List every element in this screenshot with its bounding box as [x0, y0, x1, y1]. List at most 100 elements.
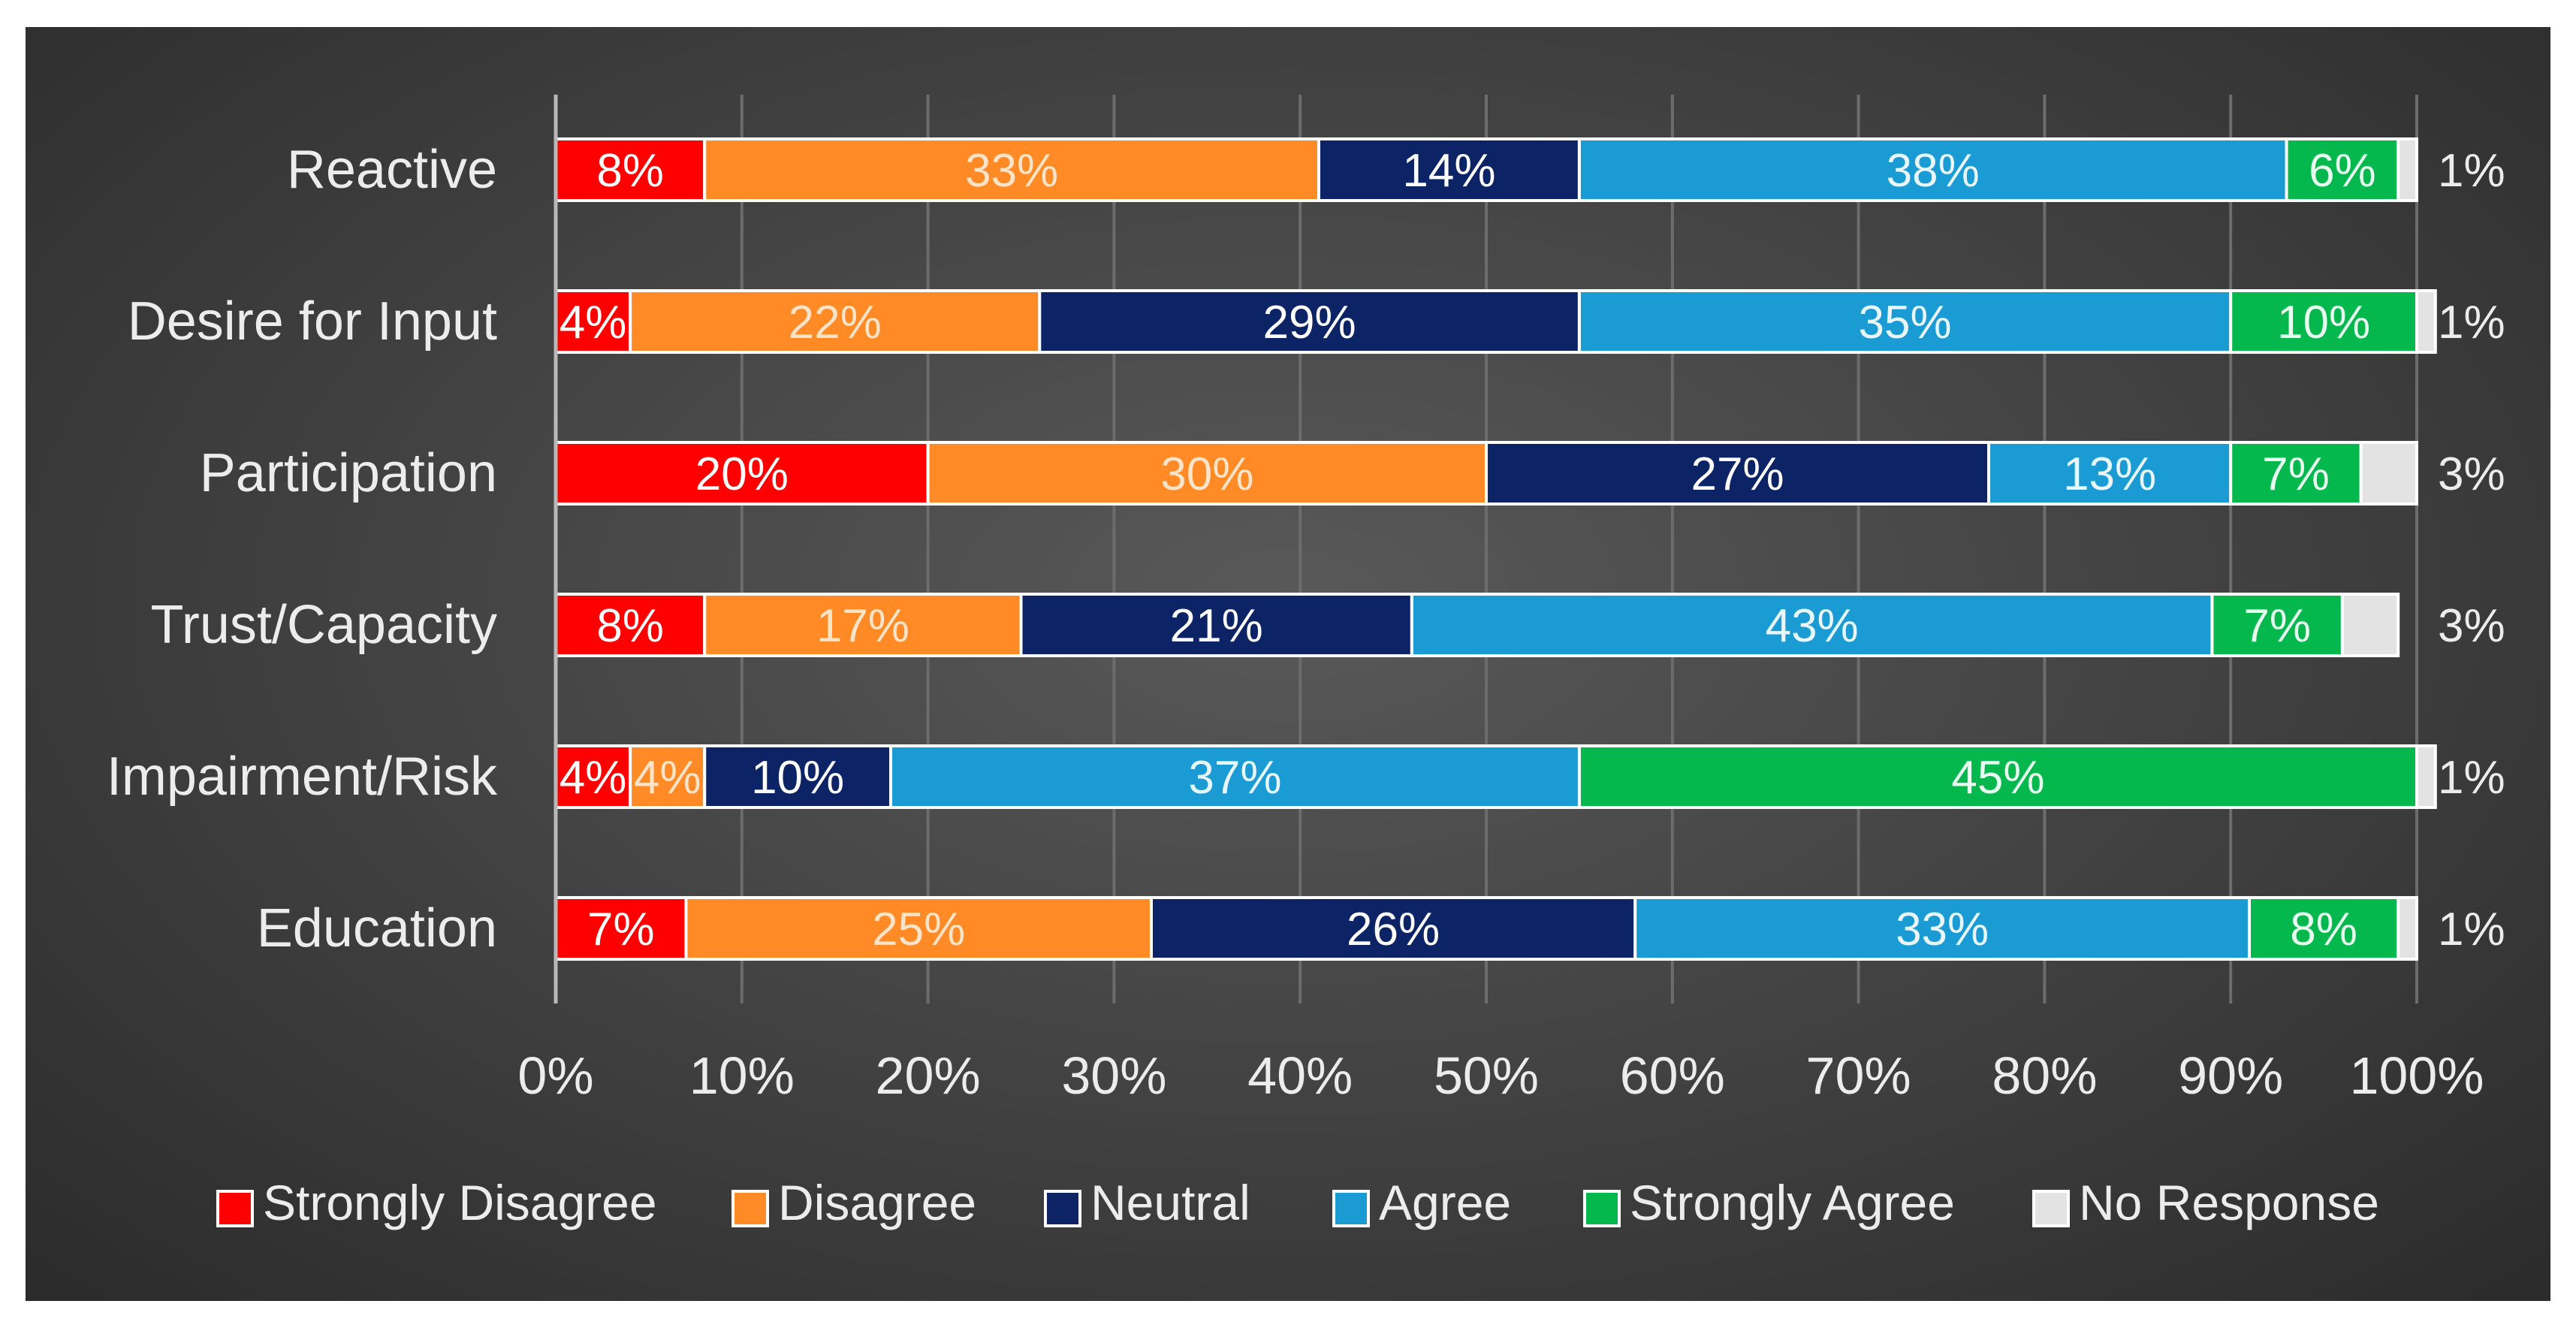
bar-education-disagree — [684, 896, 1153, 961]
bar-impairment-risk-agree — [889, 744, 1581, 809]
data-label-desire-for-input-agree: 35% — [1859, 297, 1952, 349]
bar-participation-strongly-disagree — [554, 441, 930, 506]
data-label-reactive-agree: 38% — [1887, 145, 1980, 197]
data-label-impairment-risk-strongly-agree: 45% — [1951, 752, 2044, 804]
data-label-desire-for-input-no-response: 1% — [2438, 297, 2505, 349]
legend-item-agree: Agree — [1332, 1175, 1511, 1230]
bar-desire-for-input-agree — [1577, 289, 2233, 354]
data-label-impairment-risk-disagree: 4% — [634, 752, 701, 804]
data-label-desire-for-input-disagree: 22% — [789, 297, 882, 349]
x-tick-30-percent: 30% — [1061, 1046, 1166, 1105]
data-label-impairment-risk-agree: 37% — [1188, 752, 1281, 804]
bar-reactive-strongly-agree — [2285, 137, 2400, 202]
data-label-impairment-risk-neutral: 10% — [751, 752, 844, 804]
x-tick-20-percent: 20% — [876, 1046, 981, 1105]
legend-label-disagree: Disagree — [778, 1175, 976, 1230]
data-label-participation-agree: 13% — [2063, 448, 2156, 500]
data-label-participation-strongly-disagree: 20% — [695, 448, 789, 500]
bar-reactive-disagree — [703, 137, 1320, 202]
data-label-trust-capacity-disagree: 17% — [816, 600, 909, 652]
category-labels: Reactive Desire for Input Participation Tru… — [107, 140, 498, 958]
legend-swatch-disagree — [731, 1190, 769, 1227]
x-axis-tick-labels: 0% 10% 20% 30% 40% 50% 60% 70% 80% 90% 100% — [517, 1046, 2484, 1105]
data-label-education-no-response: 1% — [2438, 904, 2505, 955]
data-label-reactive-neutral: 14% — [1402, 145, 1495, 197]
legend-label-agree: Agree — [1379, 1175, 1511, 1230]
bar-desire-for-input-neutral — [1038, 289, 1581, 354]
stacked-bar-chart: 8% 33% 14% 38% 6% 1% 4% 22% 29% 35% 10% 1% 20% 30% 27%… — [107, 95, 2505, 1230]
bar-impairment-risk-no-response — [2415, 744, 2437, 809]
x-tick-10-percent: 10% — [689, 1046, 795, 1105]
bar-desire-for-input-no-response — [2415, 289, 2437, 354]
legend-swatch-neutral — [1044, 1190, 1081, 1227]
bar-row-desire-for-input: 4% 22% 29% 35% 10% 1% — [554, 289, 2505, 354]
category-label-reactive: Reactive — [287, 140, 497, 200]
data-label-reactive-no-response: 1% — [2438, 145, 2505, 197]
chart-frame: 8% 33% 14% 38% 6% 1% 4% 22% 29% 35% 10% 1% 20% 30% 27%… — [26, 27, 2550, 1301]
bar-impairment-risk-strongly-agree — [1577, 744, 2418, 809]
bar-trust-capacity-agree — [1410, 593, 2214, 657]
data-label-reactive-disagree: 33% — [965, 145, 1058, 197]
bar-reactive-neutral — [1317, 137, 1581, 202]
bar-participation-agree — [1987, 441, 2233, 506]
x-tick-40-percent: 40% — [1247, 1046, 1353, 1105]
bar-row-impairment-risk: 4% 4% 10% 37% 45% 1% — [554, 744, 2505, 809]
data-label-education-strongly-agree: 8% — [2290, 904, 2357, 955]
legend-item-strongly-agree: Strongly Agree — [1583, 1175, 1955, 1230]
legend-swatch-strongly-disagree — [216, 1190, 254, 1227]
data-label-trust-capacity-strongly-disagree: 8% — [596, 600, 664, 652]
category-label-trust-capacity: Trust/Capacity — [151, 595, 497, 655]
x-tick-50-percent: 50% — [1434, 1046, 1539, 1105]
legend-item-neutral: Neutral — [1044, 1175, 1250, 1230]
category-label-desire-for-input: Desire for Input — [128, 291, 497, 352]
legend-label-no-response: No Response — [2079, 1175, 2379, 1230]
data-label-reactive-strongly-agree: 6% — [2309, 145, 2376, 197]
bar-participation-strongly-agree — [2229, 441, 2363, 506]
data-label-impairment-risk-no-response: 1% — [2438, 752, 2505, 804]
data-label-participation-no-response: 3% — [2438, 448, 2505, 500]
data-label-desire-for-input-strongly-disagree: 4% — [560, 297, 627, 349]
bar-trust-capacity-disagree — [703, 593, 1023, 657]
legend-swatch-strongly-agree — [1583, 1190, 1621, 1227]
legend-label-strongly-disagree: Strongly Disagree — [263, 1175, 657, 1230]
bar-trust-capacity-strongly-disagree — [554, 593, 707, 657]
data-label-trust-capacity-neutral: 21% — [1170, 600, 1263, 652]
legend-item-strongly-disagree: Strongly Disagree — [216, 1175, 657, 1230]
category-label-education: Education — [257, 898, 497, 958]
data-label-participation-disagree: 30% — [1160, 448, 1253, 500]
legend-item-disagree: Disagree — [731, 1175, 976, 1230]
legend-swatch-no-response — [2032, 1190, 2070, 1227]
data-label-desire-for-input-neutral: 29% — [1263, 297, 1356, 349]
legend-swatch-agree — [1332, 1190, 1370, 1227]
bar-reactive-no-response — [2397, 137, 2418, 202]
data-label-education-neutral: 26% — [1347, 904, 1440, 955]
gridlines — [740, 95, 2418, 1004]
x-tick-90-percent: 90% — [2178, 1046, 2283, 1105]
data-label-impairment-risk-strongly-disagree: 4% — [560, 752, 627, 804]
x-tick-0-percent: 0% — [517, 1046, 593, 1105]
bar-participation-neutral — [1485, 441, 1991, 506]
bar-trust-capacity-neutral — [1019, 593, 1413, 657]
bar-desire-for-input-disagree — [629, 289, 1042, 354]
bar-row-trust-capacity: 8% 17% 21% 43% 7% 3% — [554, 593, 2505, 657]
bar-row-participation: 20% 30% 27% 13% 7% 3% — [554, 441, 2505, 506]
x-tick-70-percent: 70% — [1806, 1046, 1911, 1105]
data-label-participation-neutral: 27% — [1691, 448, 1784, 500]
legend-item-no-response: No Response — [2032, 1175, 2379, 1230]
legend-label-strongly-agree: Strongly Agree — [1630, 1175, 1955, 1230]
data-label-education-disagree: 25% — [872, 904, 965, 955]
bars: 8% 33% 14% 38% 6% 1% 4% 22% 29% 35% 10% 1% 20% 30% 27%… — [554, 137, 2505, 961]
data-label-desire-for-input-strongly-agree: 10% — [2277, 297, 2370, 349]
bar-education-strongly-disagree — [554, 896, 688, 961]
data-label-participation-strongly-agree: 7% — [2262, 448, 2330, 500]
data-label-trust-capacity-strongly-agree: 7% — [2243, 600, 2311, 652]
bar-row-education: 7% 25% 26% 33% 8% 1% — [554, 896, 2505, 961]
data-label-education-agree: 33% — [1896, 904, 1989, 955]
bar-education-neutral — [1149, 896, 1637, 961]
bar-education-no-response — [2397, 896, 2418, 961]
bar-row-reactive: 8% 33% 14% 38% 6% 1% — [554, 137, 2505, 202]
bar-participation-no-response — [2359, 441, 2418, 506]
data-label-education-strongly-disagree: 7% — [587, 904, 655, 955]
legend-label-neutral: Neutral — [1090, 1175, 1250, 1230]
bar-trust-capacity-strongly-agree — [2210, 593, 2344, 657]
